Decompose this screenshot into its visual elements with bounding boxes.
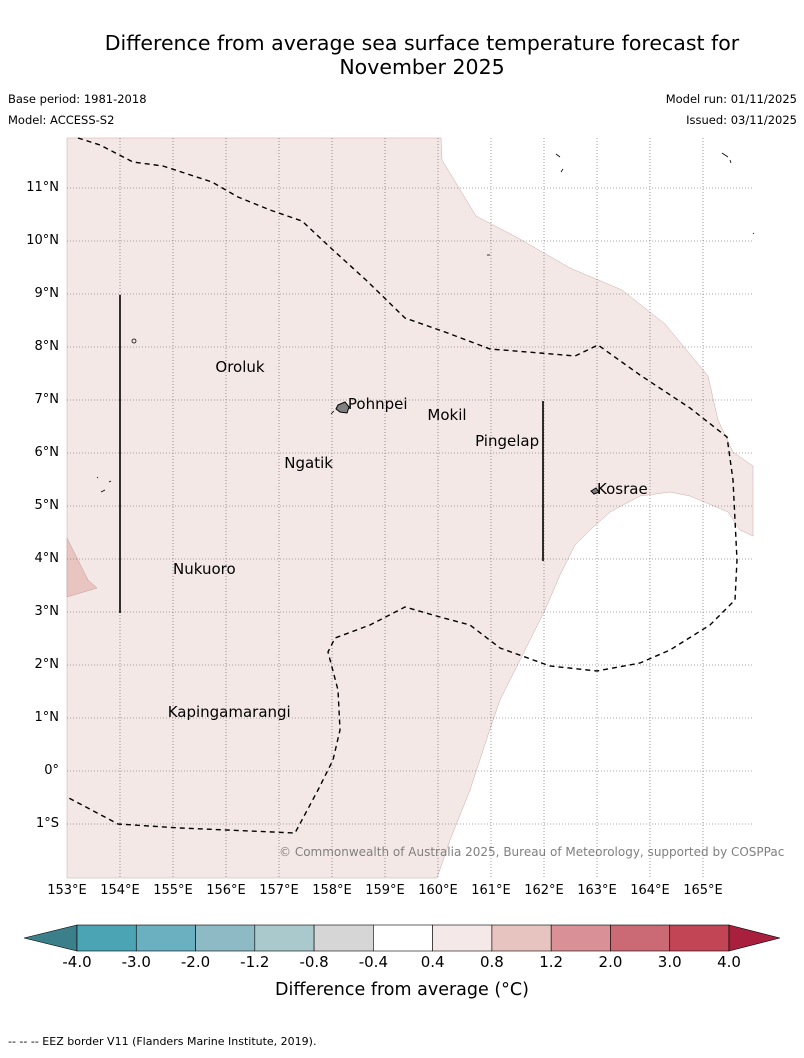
latitude-label: 0° xyxy=(44,763,59,778)
colorbar-tick-label: 2.0 xyxy=(598,953,623,971)
colorbar-tick-label: 1.2 xyxy=(539,953,564,971)
base-period: Base period: 1981-2018 xyxy=(8,92,147,106)
copyright-notice: © Commonwealth of Australia 2025, Bureau… xyxy=(279,845,785,859)
latitude-label: 11°N xyxy=(26,180,59,195)
place-label-mokil: Mokil xyxy=(427,405,467,424)
place-label-pohnpei: Pohnpei xyxy=(347,395,408,414)
longitude-label: 153°E xyxy=(47,883,87,898)
longitude-label: 159°E xyxy=(365,883,405,898)
longitude-label: 161°E xyxy=(471,883,511,898)
latitude-label: 8°N xyxy=(34,339,60,354)
place-label-oroluk: Oroluk xyxy=(215,358,265,377)
colorbar-segment xyxy=(313,924,374,952)
longitude-label: 154°E xyxy=(100,883,140,898)
colorbar-tick-label: 4.0 xyxy=(717,953,741,971)
place-label-ngatik: Ngatik xyxy=(284,453,333,472)
eez-borders xyxy=(66,137,738,834)
title-line-1: Difference from average sea surface temp… xyxy=(104,31,740,55)
latitude-label: 1°S xyxy=(35,816,59,831)
colorbar-segment xyxy=(76,924,137,952)
colorbar-tick-label: -3.0 xyxy=(121,953,151,971)
colorbar-tick-label: 0.8 xyxy=(479,953,504,971)
colorbar-under-arrow xyxy=(23,924,78,952)
colorbar-title: Difference from average (°C) xyxy=(275,980,529,1000)
model-name: Model: ACCESS-S2 xyxy=(8,113,115,127)
colorbar-segment xyxy=(254,924,315,952)
colorbar-segment xyxy=(373,924,433,952)
map-title: Difference from average sea surface temp… xyxy=(0,31,804,79)
latitude-label: 2°N xyxy=(34,657,60,672)
latitude-label: 6°N xyxy=(34,445,60,460)
colorbar-segment xyxy=(432,924,493,952)
colorbar-segment xyxy=(669,924,730,952)
longitude-label: 158°E xyxy=(312,883,352,898)
atoll-west xyxy=(131,338,137,344)
colorbar-tick-label: -0.8 xyxy=(299,953,329,971)
colorbar-tick-label: -1.2 xyxy=(240,953,270,971)
latitude-label: 1°N xyxy=(34,710,60,725)
colorbar-segment xyxy=(610,924,671,952)
gridlines xyxy=(67,138,753,878)
longitude-label: 155°E xyxy=(153,883,193,898)
latitude-label: 7°N xyxy=(34,392,60,407)
place-label-kapingamarangi: Kapingamarangi xyxy=(167,702,291,721)
latitude-label: 4°N xyxy=(34,551,60,566)
kosrae-island xyxy=(590,487,600,495)
colorbar-tick-label: -2.0 xyxy=(180,953,211,971)
title-line-2: November 2025 xyxy=(339,55,505,79)
eez-footnote: -- -- -- EEZ border V11 (Flanders Marine… xyxy=(8,1035,317,1048)
longitude-label: 164°E xyxy=(630,883,670,898)
anomaly-patch-west xyxy=(66,537,98,598)
colorbar-tick-label: 0.4 xyxy=(420,953,445,971)
longitude-label: 157°E xyxy=(259,883,299,898)
latitude-label: 10°N xyxy=(26,233,59,248)
colorbar-tick-label: -4.0 xyxy=(62,953,92,971)
place-label-pingelap: Pingelap xyxy=(475,432,540,451)
colorbar-tick-label: 3.0 xyxy=(657,953,682,971)
issued-date: Issued: 03/11/2025 xyxy=(686,113,797,127)
longitude-label: 165°E xyxy=(683,883,723,898)
longitude-label: 156°E xyxy=(206,883,246,898)
longitude-label: 163°E xyxy=(577,883,617,898)
latitude-label: 5°N xyxy=(34,498,60,513)
longitude-label: 162°E xyxy=(524,883,564,898)
latitude-label: 9°N xyxy=(34,286,60,301)
colorbar-segment xyxy=(135,924,196,952)
eez-border-north xyxy=(66,137,738,834)
colorbar xyxy=(23,924,781,952)
colorbar-segment xyxy=(491,924,552,952)
colorbar-over-arrow xyxy=(728,924,781,952)
longitude-label: 160°E xyxy=(418,883,458,898)
pohnpei-island xyxy=(335,401,350,414)
colorbar-segment xyxy=(195,924,256,952)
atoll-marks xyxy=(96,152,755,493)
anomaly-shading-region xyxy=(66,137,754,879)
place-label-kosrae: Kosrae xyxy=(597,480,648,499)
colorbar-segment xyxy=(550,924,611,952)
latitude-label: 3°N xyxy=(34,604,60,619)
colorbar-tick-label: -0.4 xyxy=(358,953,388,971)
model-run: Model run: 01/11/2025 xyxy=(665,92,797,106)
place-label-nukuoro: Nukuoro xyxy=(173,559,236,578)
